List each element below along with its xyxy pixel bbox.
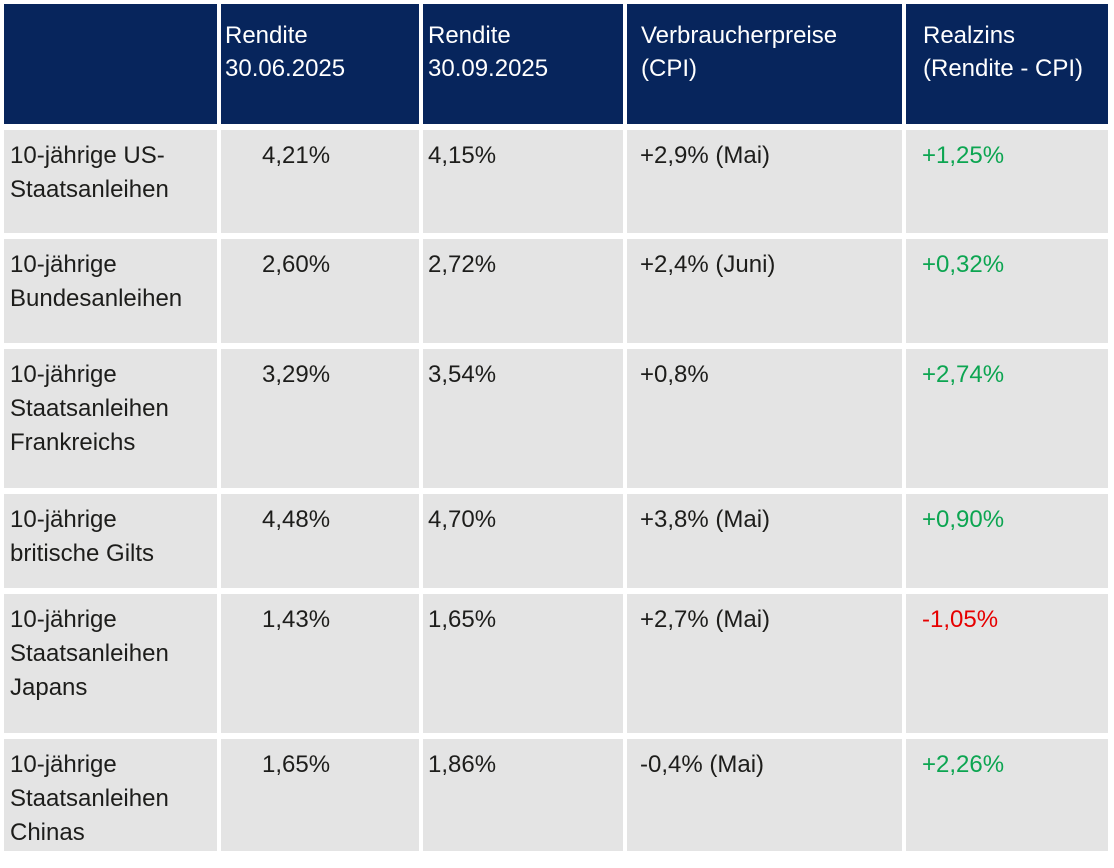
rendite-30-09-value: 4,70% [423, 494, 623, 588]
row-label: 10-jährige Staatsanleihen Chinas [4, 739, 217, 851]
cpi-value: +2,7% (Mai) [627, 594, 902, 733]
rendite-30-06-value: 4,48% [221, 494, 419, 588]
rendite-30-06-value: 4,21% [221, 130, 419, 233]
cpi-value: +3,8% (Mai) [627, 494, 902, 588]
header-empty [4, 4, 217, 124]
realzins-value: -1,05% [906, 594, 1108, 733]
rendite-30-06-value: 2,60% [221, 239, 419, 343]
row-label: 10-jährige Staatsanleihen Frankreichs [4, 349, 217, 488]
header-rendite-30-06: Rendite 30.06.2025 [221, 4, 419, 124]
rendite-30-09-value: 4,15% [423, 130, 623, 233]
realzins-value: +2,74% [906, 349, 1108, 488]
realzins-value: +0,90% [906, 494, 1108, 588]
rendite-30-09-value: 2,72% [423, 239, 623, 343]
row-label: 10-jährige US-Staatsanleihen [4, 130, 217, 233]
cpi-value: +2,9% (Mai) [627, 130, 902, 233]
header-rendite-30-09: Rendite 30.09.2025 [423, 4, 623, 124]
realzins-value: +2,26% [906, 739, 1108, 851]
header-realzins: Realzins (Rendite - CPI) [906, 4, 1108, 124]
rendite-30-06-value: 1,43% [221, 594, 419, 733]
realzins-value: +0,32% [906, 239, 1108, 343]
rendite-30-09-value: 1,65% [423, 594, 623, 733]
bond-yield-table: Rendite 30.06.2025 Rendite 30.09.2025 Ve… [4, 4, 1108, 851]
cpi-value: +0,8% [627, 349, 902, 488]
realzins-value: +1,25% [906, 130, 1108, 233]
rendite-30-09-value: 3,54% [423, 349, 623, 488]
rendite-30-06-value: 3,29% [221, 349, 419, 488]
row-label: 10-jährige britische Gilts [4, 494, 217, 588]
rendite-30-06-value: 1,65% [221, 739, 419, 851]
row-label: 10-jährige Bundesanleihen [4, 239, 217, 343]
cpi-value: -0,4% (Mai) [627, 739, 902, 851]
cpi-value: +2,4% (Juni) [627, 239, 902, 343]
rendite-30-09-value: 1,86% [423, 739, 623, 851]
header-verbraucherpreise: Verbraucherpreise (CPI) [627, 4, 902, 124]
row-label: 10-jährige Staatsanleihen Japans [4, 594, 217, 733]
